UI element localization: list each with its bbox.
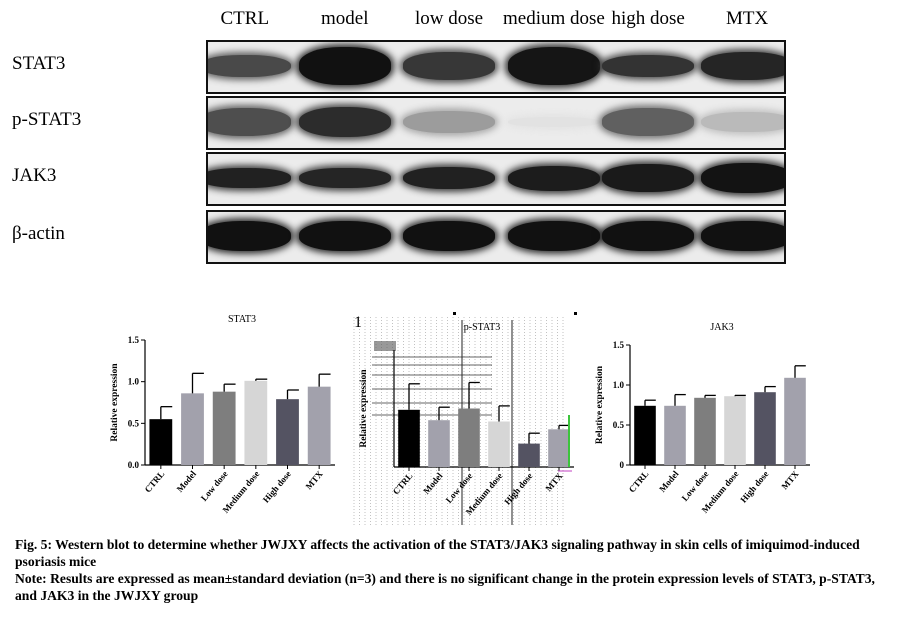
blot-band (299, 107, 391, 137)
x-tick-label: Low dose (199, 469, 230, 503)
x-tick-label: MTX (779, 468, 800, 491)
blot-row-label: STAT3 (12, 53, 66, 74)
bar (664, 405, 686, 465)
x-tick-label: Model (421, 470, 445, 496)
x-tick-label: CTRL (391, 471, 415, 497)
blot-lane-header: high dose (611, 8, 685, 29)
blot-band (602, 164, 694, 192)
blot-band (208, 221, 291, 251)
jak3-bar-chart: JAK3 Relative expression 0 0.5 1.0 1.5 CTRL Mod… (595, 322, 810, 515)
bar (754, 392, 776, 465)
blot-band (508, 47, 600, 85)
blot-row-label: JAK3 (12, 165, 57, 186)
y-tick-label: 0.5 (613, 420, 625, 430)
blot-band (403, 52, 495, 80)
x-tick-label: Model (657, 468, 681, 494)
blot-band (508, 221, 600, 251)
blot-band (701, 163, 784, 193)
blot-lane-header: medium dose (503, 8, 605, 29)
blot-row-label: p-STAT3 (12, 109, 82, 130)
y-tick-label: 0.0 (128, 460, 140, 470)
x-tick-label: High dose (738, 469, 770, 505)
p-stat3-bar-chart: 1 p-STAT3 Relative expression CTRL Model Low … (353, 312, 577, 525)
blot-band (208, 108, 291, 136)
bar (181, 393, 204, 465)
blot-band (701, 52, 784, 80)
blot-band (208, 54, 291, 78)
x-tick-label: High dose (502, 471, 534, 507)
blot-band (508, 117, 600, 127)
bar (458, 408, 480, 467)
blot-band (403, 166, 495, 190)
corner-mark (453, 312, 456, 315)
x-tick-label: Low dose (444, 471, 475, 505)
y-tick-label: 0 (620, 460, 625, 470)
stat3-bar-chart: STAT3 Relative expression 0.0 0.5 1.0 1.5 CTRL… (110, 314, 335, 515)
blot-row-label: β-actin (12, 223, 65, 244)
blot-band (701, 112, 784, 132)
panel-letter: 1 (354, 314, 362, 331)
bar (724, 396, 746, 465)
x-tick-label: Model (175, 468, 199, 494)
blot-lane-header: low dose (415, 8, 484, 29)
blot-lane-header: MTX (726, 8, 769, 29)
bar (276, 399, 299, 465)
y-tick-label: 1.0 (613, 380, 625, 390)
x-tick-label: CTRL (627, 469, 651, 495)
blot-band (508, 165, 600, 191)
blot-band (299, 221, 391, 251)
blot-band (208, 168, 291, 188)
y-tick-label: 1.0 (128, 377, 140, 387)
bar (518, 443, 540, 467)
bar (398, 409, 420, 467)
bar (488, 421, 510, 467)
blot-lane-header: CTRL (220, 8, 270, 29)
bar (634, 405, 656, 465)
blot-band (403, 110, 495, 134)
bar (784, 377, 806, 465)
bar (212, 391, 236, 465)
blot-panel (206, 96, 786, 150)
chart-title: p-STAT3 (464, 322, 500, 333)
x-tick-label: CTRL (143, 469, 167, 495)
bar (694, 397, 716, 465)
figure-caption: Fig. 5: Western blot to determine whethe… (15, 536, 895, 604)
caption-title: Fig. 5: Western blot to determine whethe… (15, 537, 860, 569)
blot-band (403, 221, 495, 251)
blot-band (701, 221, 784, 251)
blot-lane-header: model (321, 8, 369, 29)
blot-panel (206, 210, 786, 264)
y-tick-label: 1.5 (613, 340, 625, 350)
texture-block (374, 341, 396, 351)
x-tick-label: MTX (304, 468, 325, 491)
y-tick-label: 0.5 (128, 418, 140, 428)
blot-band (299, 168, 391, 188)
y-axis-label: Relative expression (359, 369, 369, 448)
x-tick-label: Low dose (680, 469, 711, 503)
blot-band (602, 54, 694, 78)
bar (548, 429, 570, 467)
caption-note: Note: Results are expressed as mean±stan… (15, 571, 875, 603)
blot-panel (206, 152, 786, 206)
y-tick-label: 1.5 (128, 335, 140, 345)
bar (428, 420, 450, 467)
blot-band (299, 47, 391, 85)
blot-band (602, 221, 694, 251)
chart-title: JAK3 (710, 322, 733, 333)
x-tick-label: High dose (261, 469, 293, 505)
bar (307, 386, 331, 465)
bar (149, 419, 173, 465)
y-axis-label: Relative expression (595, 365, 605, 444)
corner-mark (574, 312, 577, 315)
blot-panel (206, 40, 786, 94)
chart-title: STAT3 (228, 314, 256, 325)
bar (244, 380, 268, 465)
blot-band (602, 108, 694, 136)
y-axis-label: Relative expression (110, 363, 120, 442)
